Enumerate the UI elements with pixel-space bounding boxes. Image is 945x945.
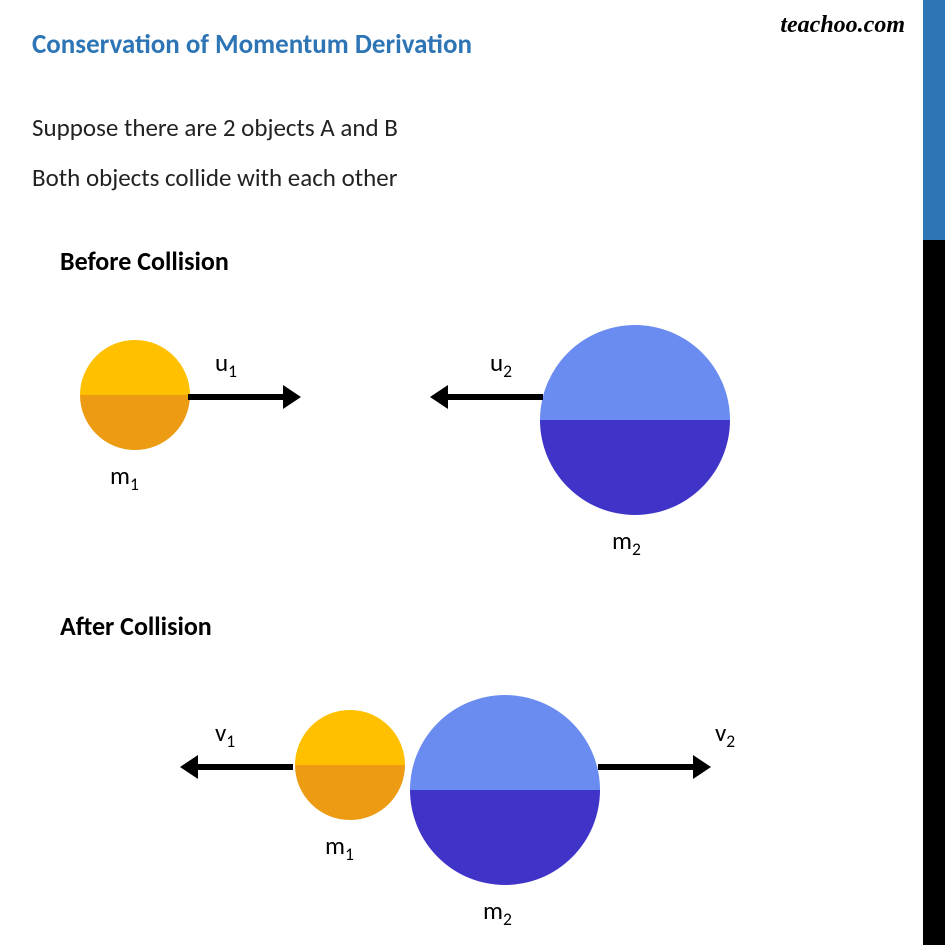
ball-b-bottom-half-after [410, 790, 600, 885]
label-v1: v1 [215, 717, 235, 752]
page-title: Conservation of Momentum Derivation [32, 28, 472, 61]
label-m2-before: m2 [612, 525, 641, 560]
ball-b-bottom-half [540, 420, 730, 515]
label-v2: v2 [715, 717, 735, 752]
label-m1-before: m1 [110, 460, 139, 495]
intro-line-1: Suppose there are 2 objects A and B [32, 112, 398, 143]
ball-a-bottom-half-after [295, 765, 405, 820]
heading-after: After Collision [60, 610, 212, 642]
ball-b-before [540, 325, 730, 515]
ball-b-top-half-after [410, 695, 600, 790]
ball-a-bottom-half [80, 395, 190, 450]
sidebar-stripe-blue [923, 0, 945, 240]
sidebar-stripe-black [923, 240, 945, 945]
ball-a-after [295, 710, 405, 820]
velocity-arrow-v1 [180, 755, 293, 779]
ball-b-after [410, 695, 600, 885]
brand-watermark: teachoo.com [780, 12, 905, 39]
intro-line-2: Both objects collide with each other [32, 162, 397, 193]
label-m2-after: m2 [483, 895, 512, 930]
velocity-arrow-u1 [188, 385, 301, 409]
heading-before: Before Collision [60, 245, 229, 277]
velocity-arrow-u2 [430, 385, 543, 409]
label-u2: u2 [490, 347, 512, 382]
ball-a-before [80, 340, 190, 450]
ball-a-top-half [80, 340, 190, 395]
label-m1-after: m1 [325, 830, 354, 865]
ball-b-top-half [540, 325, 730, 420]
label-u1: u1 [215, 347, 237, 382]
ball-a-top-half-after [295, 710, 405, 765]
velocity-arrow-v2 [598, 755, 711, 779]
